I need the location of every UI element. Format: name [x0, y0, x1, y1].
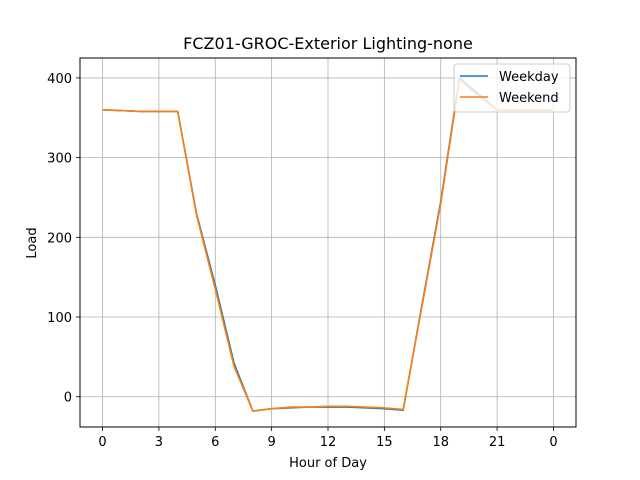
y-tick-label: 300 [47, 152, 72, 167]
legend: Weekday Weekend [453, 63, 571, 113]
chart-title: FCZ01-GROC-Exterior Lighting-none [183, 34, 473, 53]
x-tick-label: 3 [155, 435, 163, 450]
legend-label-weekend: Weekend [499, 91, 559, 106]
grid-lines [80, 58, 576, 427]
x-tick-label: 12 [320, 435, 337, 450]
x-tick-label: 0 [549, 435, 557, 450]
x-tick-label: 21 [489, 435, 506, 450]
legend-label-weekday: Weekday [499, 70, 559, 85]
x-tick-label: 0 [98, 435, 106, 450]
x-axis-ticks: 0 3 6 9 12 15 18 21 0 [98, 427, 558, 450]
y-tick-label: 0 [64, 391, 72, 406]
y-axis-title: Load [25, 227, 40, 258]
x-tick-label: 15 [376, 435, 393, 450]
y-axis-ticks: 0 100 200 300 400 [47, 72, 80, 406]
x-tick-label: 6 [211, 435, 219, 450]
x-axis-title: Hour of Day [289, 456, 367, 471]
y-tick-label: 400 [47, 72, 72, 87]
y-tick-label: 200 [47, 231, 72, 246]
x-tick-label: 9 [267, 435, 275, 450]
x-tick-label: 18 [432, 435, 449, 450]
y-tick-label: 100 [47, 311, 72, 326]
